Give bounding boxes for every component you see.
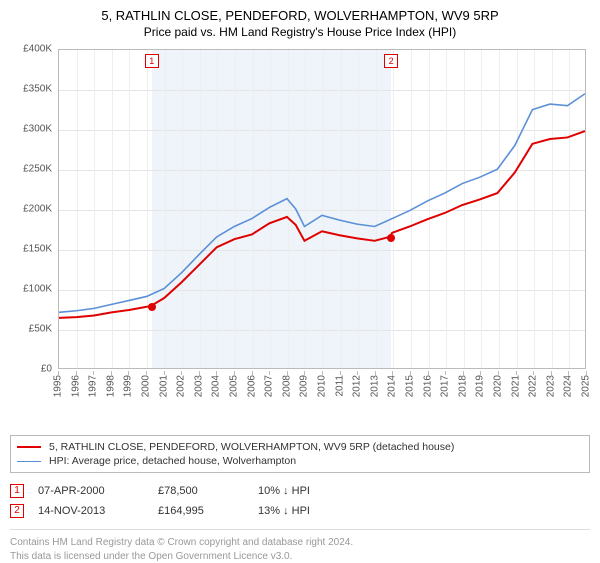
x-tick-label: 2022 [528,375,539,397]
x-tick-label: 1997 [88,375,99,397]
event-diff: 10% ↓ HPI [258,485,310,497]
x-tick-label: 2017 [440,375,451,397]
legend-label: HPI: Average price, detached house, Wolv… [49,455,296,467]
x-tick-label: 2010 [317,375,328,397]
event-row: 1 07-APR-2000£78,50010% ↓ HPI [10,481,590,501]
legend: 5, RATHLIN CLOSE, PENDEFORD, WOLVERHAMPT… [10,435,590,473]
series-line-property [59,131,585,318]
y-tick-label: £300K [23,124,52,135]
events-table: 1 07-APR-2000£78,50010% ↓ HPI 2 14-NOV-2013… [10,481,590,521]
footnote-line: This data is licensed under the Open Gov… [10,550,590,563]
series-line-hpi [59,94,585,313]
chart-box: 12 [58,49,586,369]
y-tick-label: £50K [29,324,52,335]
legend-item: 5, RATHLIN CLOSE, PENDEFORD, WOLVERHAMPT… [17,440,583,454]
event-diff: 13% ↓ HPI [258,505,310,517]
x-tick-label: 2014 [387,375,398,397]
chart-lines-svg [59,50,585,368]
x-tick-label: 2009 [299,375,310,397]
x-tick-label: 2020 [493,375,504,397]
x-tick-label: 2023 [545,375,556,397]
x-tick-label: 2019 [475,375,486,397]
footnote-line: Contains HM Land Registry data © Crown c… [10,536,590,550]
plot-area: £0£50K£100K£150K£200K£250K£300K£350K£400… [10,49,590,419]
x-tick-label: 2006 [246,375,257,397]
data-point [387,234,395,242]
x-tick-label: 2007 [264,375,275,397]
event-badge: 2 [10,504,24,518]
legend-swatch [17,461,41,462]
x-tick-label: 2011 [334,375,345,397]
x-tick-label: 2004 [211,375,222,397]
y-tick-label: £150K [23,244,52,255]
event-price: £78,500 [158,485,258,497]
y-tick-label: £100K [23,284,52,295]
event-marker: 2 [384,54,398,68]
data-point [148,303,156,311]
x-tick-label: 2000 [141,375,152,397]
chart-title: 5, RATHLIN CLOSE, PENDEFORD, WOLVERHAMPT… [10,8,590,23]
event-price: £164,995 [158,505,258,517]
x-tick-label: 2001 [158,375,169,397]
y-tick-label: £200K [23,204,52,215]
x-tick-label: 2008 [281,375,292,397]
y-axis: £0£50K£100K£150K£200K£250K£300K£350K£400… [10,49,58,369]
y-tick-label: £350K [23,84,52,95]
x-tick-label: 1996 [70,375,81,397]
legend-item: HPI: Average price, detached house, Wolv… [17,454,583,468]
x-tick-label: 1998 [105,375,116,397]
y-tick-label: £400K [23,44,52,55]
x-tick-label: 2021 [510,375,521,397]
x-tick-label: 2013 [369,375,380,397]
chart-subtitle: Price paid vs. HM Land Registry's House … [10,25,590,39]
x-tick-label: 2005 [229,375,240,397]
event-row: 2 14-NOV-2013£164,99513% ↓ HPI [10,501,590,521]
x-tick-label: 1995 [53,375,64,397]
footnote: Contains HM Land Registry data © Crown c… [10,529,590,563]
x-tick-label: 2002 [176,375,187,397]
event-date: 14-NOV-2013 [38,505,158,517]
x-tick-label: 2018 [457,375,468,397]
event-badge: 1 [10,484,24,498]
chart-container: 5, RATHLIN CLOSE, PENDEFORD, WOLVERHAMPT… [0,0,600,429]
x-tick-label: 2012 [352,375,363,397]
y-tick-label: £250K [23,164,52,175]
legend-swatch [17,446,41,448]
x-tick-label: 1999 [123,375,134,397]
x-tick-label: 2015 [405,375,416,397]
x-axis: 1995199619971998199920002001200220032004… [58,371,586,419]
x-tick-label: 2003 [193,375,204,397]
event-marker: 1 [145,54,159,68]
x-tick-label: 2024 [563,375,574,397]
x-tick-label: 2016 [422,375,433,397]
y-tick-label: £0 [41,364,52,375]
legend-label: 5, RATHLIN CLOSE, PENDEFORD, WOLVERHAMPT… [49,441,454,453]
event-date: 07-APR-2000 [38,485,158,497]
x-tick-label: 2025 [581,375,592,397]
